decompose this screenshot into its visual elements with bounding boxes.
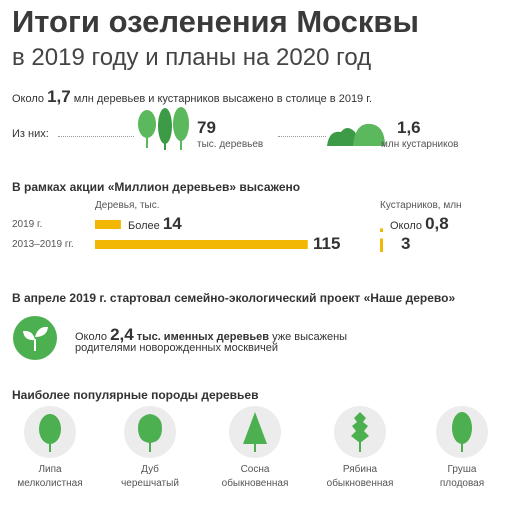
trees-icon (138, 107, 189, 150)
species-icon (436, 406, 488, 458)
species-name: Груша (447, 464, 477, 475)
crown (138, 414, 162, 443)
project-value: 2,4 (110, 325, 134, 344)
project-line1: Около 2,4 тыс. именных деревьев уже выса… (75, 325, 347, 345)
species-icon (229, 406, 281, 458)
species-icon (334, 406, 386, 458)
row-label: 2019 г. (12, 219, 43, 230)
shrubs-bar (380, 228, 383, 232)
project-title: В апреле 2019 г. стартовал семейно-эколо… (12, 291, 456, 305)
project-bold: тыс. именных деревьев (136, 331, 270, 343)
trunk (254, 440, 256, 452)
shrubs-value: 3 (401, 234, 411, 253)
species-name: Липа (38, 464, 62, 475)
shrubs-value: 1,6 (397, 118, 421, 137)
species-icon (24, 406, 76, 458)
sprout-icon (13, 316, 57, 360)
species-desc: плодовая (439, 478, 485, 489)
trees-label: Более 14 (128, 214, 182, 234)
shrubs-bar (380, 238, 383, 252)
trees-header: Деревья, тыс. (95, 200, 160, 211)
trees-value: 115 (313, 234, 341, 253)
shrubs-label: Около 0,8 (390, 214, 449, 234)
species-desc: обыкновенная (221, 478, 289, 489)
crown (39, 414, 61, 444)
intro-text: млн деревьев и кустарников высажено в ст… (73, 93, 372, 105)
row-label: 2013–2019 гг. (12, 239, 74, 250)
crown (351, 412, 369, 443)
trunk (461, 440, 463, 452)
shrubs-prefix: Около (390, 220, 423, 232)
project-text: уже высажены (272, 331, 348, 343)
species-name: Сосна (240, 464, 270, 475)
trees-value: 79 (197, 118, 216, 137)
crown (452, 412, 472, 444)
breakdown-label: Из них: (12, 128, 49, 140)
species-desc: черешчатый (121, 478, 179, 489)
title: Итоги озеленения Москвы (12, 4, 419, 39)
campaign-title: В рамках акции «Миллион деревьев» высаже… (12, 180, 301, 194)
trunk (49, 440, 51, 452)
divider (278, 136, 326, 137)
trunk (359, 440, 361, 452)
species-title: Наиболее популярные породы деревьев (12, 388, 259, 402)
species-name: Рябина (342, 464, 378, 475)
shrubs-value: 0,8 (425, 214, 449, 233)
trees-unit: тыс. деревьев (197, 139, 264, 150)
species-desc: обыкновенная (326, 478, 394, 489)
subtitle: в 2019 году и планы на 2020 год (12, 44, 372, 71)
trunk (149, 440, 151, 452)
project-line2: родителями новорожденных москвичей (75, 342, 278, 354)
intro-prefix: Около (12, 93, 45, 105)
trees-value: 14 (162, 214, 182, 233)
trees-bar (95, 240, 308, 249)
project-prefix: Около (75, 331, 108, 343)
species-icon (124, 406, 176, 458)
shrubs-icon (327, 123, 385, 146)
trees-bar (95, 220, 121, 229)
intro-value: 1,7 (47, 87, 71, 106)
crown (243, 412, 267, 444)
shrubs-header: Кустарников, млн (380, 200, 462, 211)
bars (95, 220, 383, 252)
species-desc: мелколистная (17, 478, 83, 489)
intro: Около 1,7 млн деревьев и кустарников выс… (12, 87, 372, 107)
trees-prefix: Более (128, 220, 160, 232)
species-name: Дуб (141, 464, 159, 475)
shrubs-unit: млн кустарников (381, 139, 459, 150)
divider (58, 136, 134, 137)
